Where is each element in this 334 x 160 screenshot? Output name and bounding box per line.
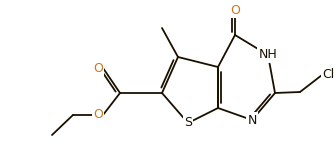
Text: O: O [230,4,240,16]
Text: S: S [184,116,192,129]
Text: N: N [247,113,257,127]
Text: Cl: Cl [322,68,334,81]
Text: NH: NH [259,48,277,61]
Text: O: O [93,61,103,75]
Text: O: O [93,108,103,121]
